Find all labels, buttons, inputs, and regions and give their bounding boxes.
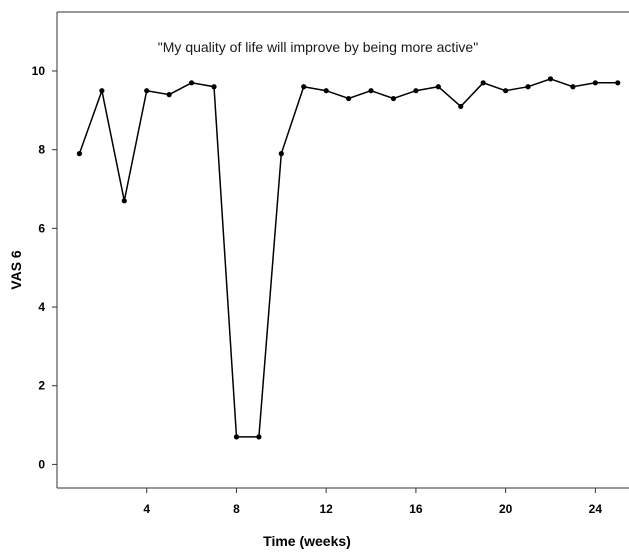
data-point [547, 76, 554, 82]
data-point [413, 88, 419, 94]
data-point [592, 80, 598, 86]
y-tick-label: 10 [32, 64, 46, 78]
data-point [188, 80, 195, 86]
data-point [121, 198, 127, 204]
data-point [480, 80, 486, 86]
y-tick-label: 6 [38, 221, 45, 235]
data-point [368, 88, 374, 94]
data-point [233, 434, 240, 440]
data-point [166, 92, 172, 98]
data-series [76, 76, 621, 440]
data-point [323, 88, 329, 94]
data-point [99, 88, 105, 94]
y-tick-label: 0 [38, 457, 45, 471]
data-point [525, 84, 531, 90]
data-point [570, 84, 576, 90]
x-tick-label: 16 [409, 502, 423, 516]
data-point [211, 84, 217, 90]
x-tick-label: 12 [319, 502, 333, 516]
x-axis-title: Time (weeks) [263, 533, 351, 549]
data-point [256, 434, 262, 440]
data-point [346, 95, 352, 102]
data-point [390, 95, 397, 102]
data-point [458, 103, 464, 110]
data-point [144, 88, 150, 94]
y-tick-label: 8 [38, 143, 45, 157]
chart-annotation: "My quality of life will improve by bein… [158, 39, 478, 55]
data-point [301, 84, 307, 90]
y-tick-label: 4 [38, 300, 45, 314]
x-tick-label: 24 [589, 502, 603, 516]
data-point [278, 151, 284, 157]
data-point [503, 88, 509, 94]
y-axis-title: VAS 6 [8, 250, 24, 290]
data-point [76, 151, 83, 157]
x-tick-label: 20 [499, 502, 513, 516]
x-tick-label: 8 [233, 502, 240, 516]
y-tick-label: 2 [38, 379, 45, 393]
data-point [435, 84, 441, 90]
axes [56, 11, 629, 489]
data-point [615, 80, 621, 86]
x-tick-label: 4 [143, 502, 150, 516]
